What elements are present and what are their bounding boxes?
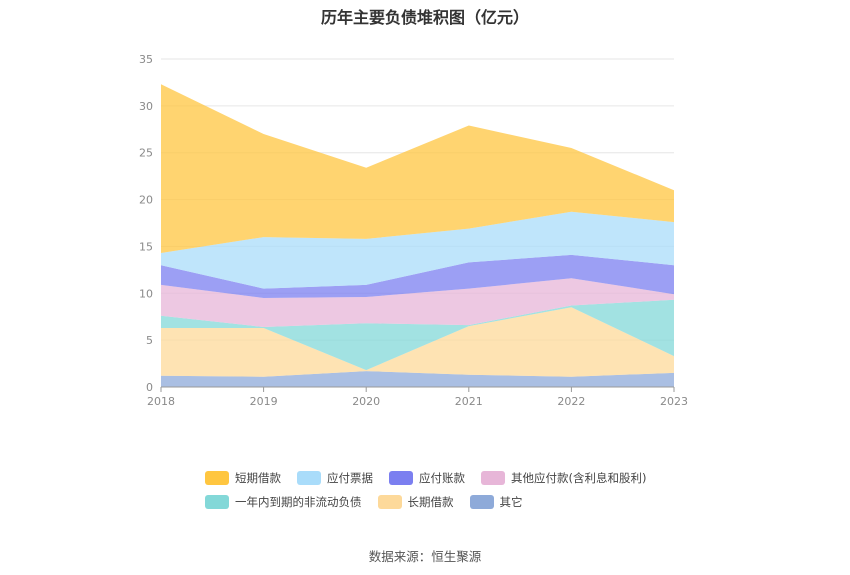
legend-label: 其它 — [499, 495, 523, 509]
area-series-4 — [161, 254, 674, 298]
area-series-0 — [161, 371, 674, 387]
area-series-6 — [161, 84, 674, 253]
source-note: 数据来源：恒生聚源 — [368, 549, 482, 564]
y-tick-label: 10 — [139, 287, 153, 300]
legend-label: 一年内到期的非流动负债 — [235, 495, 362, 509]
legend-swatch — [389, 471, 413, 485]
x-tick-label: 2022 — [557, 395, 585, 408]
area-series — [161, 84, 674, 387]
area-series-2 — [161, 299, 674, 371]
chart-title: 历年主要负债堆积图（亿元） — [320, 8, 529, 27]
legend-swatch — [481, 471, 505, 485]
legend-item[interactable]: 长期借款 — [377, 494, 454, 510]
legend-label: 长期借款 — [407, 495, 454, 509]
x-tick-label: 2019 — [250, 395, 278, 408]
legend-swatch — [205, 495, 229, 509]
legend-item[interactable]: 短期借款 — [205, 470, 281, 486]
legend-item[interactable]: 应付票据 — [297, 470, 373, 486]
legend-label: 短期借款 — [235, 471, 281, 485]
legend-item[interactable]: 其他应付款(含利息和股利) — [481, 470, 646, 486]
legend-label: 应付票据 — [327, 471, 373, 485]
legend-item[interactable]: 其它 — [469, 494, 523, 510]
legend-item[interactable]: 一年内到期的非流动负债 — [205, 494, 362, 510]
legend-swatch — [205, 471, 229, 485]
y-tick-label: 30 — [139, 100, 153, 113]
legend-swatch — [377, 495, 402, 509]
axes: 0 5 10 15 20 25 30 35 2018 2019 2020 2021 2022 2023 — [139, 53, 688, 408]
x-tick-label: 2023 — [660, 395, 688, 408]
x-tick-label: 2018 — [147, 395, 175, 408]
area-series-5 — [161, 211, 674, 289]
y-tick-label: 20 — [139, 194, 153, 207]
y-tick-label: 0 — [146, 381, 153, 394]
legend-label: 应付账款 — [419, 471, 465, 485]
y-tick-label: 15 — [139, 240, 153, 253]
legend-swatch — [469, 495, 494, 509]
y-tick-label: 5 — [146, 334, 153, 347]
legend-label: 其他应付款(含利息和股利) — [511, 471, 647, 485]
area-series-3 — [161, 278, 674, 327]
y-tick-label: 25 — [139, 147, 153, 160]
legend-item[interactable]: 应付账款 — [389, 470, 465, 486]
x-tick-label: 2021 — [455, 395, 483, 408]
area-series-1 — [161, 307, 674, 377]
y-tick-label: 35 — [139, 53, 153, 66]
x-tick-label: 2020 — [352, 395, 380, 408]
legend-swatch — [297, 471, 321, 485]
legend: 短期借款 应付票据 应付账款 其他应付款(含利息和股利) 一年内到期的非流动负债 长期借款… — [205, 470, 725, 510]
